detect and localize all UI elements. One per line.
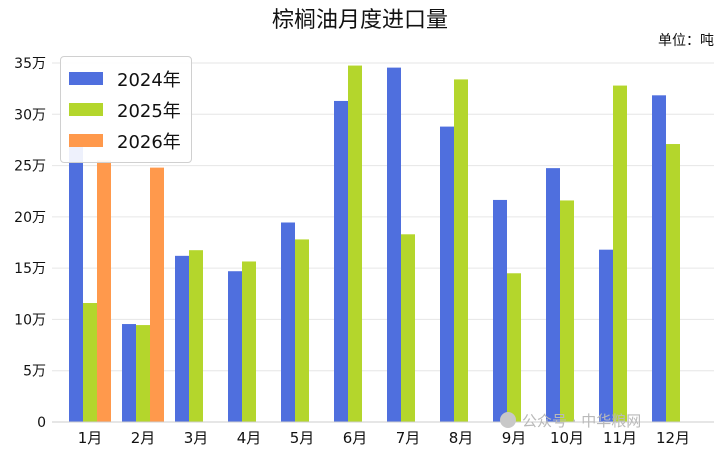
legend-label: 2026年 (117, 131, 181, 153)
bar (666, 144, 680, 422)
x-tick-label: 9月 (502, 429, 527, 447)
bar (546, 168, 560, 422)
bar (348, 65, 362, 423)
y-tick-label: 5万 (23, 364, 46, 380)
legend-label: 2024年 (117, 69, 181, 91)
x-tick-label: 8月 (449, 429, 474, 447)
bar (334, 100, 348, 423)
bar (507, 273, 521, 422)
legend-item: 2026年 (69, 125, 181, 156)
bars (69, 65, 680, 423)
x-tick-label: 4月 (237, 429, 262, 447)
bar (387, 67, 401, 422)
bar (401, 234, 415, 422)
x-tick-label: 12月 (656, 429, 690, 447)
y-tick-label: 10万 (14, 312, 46, 328)
bar (652, 95, 666, 422)
legend-swatch (69, 134, 103, 147)
x-tick-label: 2月 (131, 429, 156, 447)
bar (69, 134, 83, 423)
bar (228, 271, 242, 422)
bar (150, 167, 164, 422)
x-tick-label: 1月 (78, 429, 103, 447)
bar (242, 261, 256, 422)
axes: 0 5万 10万 15万 20万 25万 30万 35万 1月 2月 3月 4月 5月 6月 7月 8月 9月 1… (14, 56, 714, 447)
y-tick-label: 20万 (14, 210, 46, 226)
unit-label: 单位：吨 (658, 33, 714, 49)
wechat-icon (500, 412, 516, 428)
bar (136, 325, 150, 422)
x-tick-label: 5月 (290, 429, 315, 447)
bar (613, 85, 627, 423)
legend-item: 2025年 (69, 94, 181, 125)
chart-title: 棕榈油月度进口量 (271, 8, 448, 33)
bar (599, 249, 613, 422)
legend-item: 2024年 (69, 63, 181, 94)
x-tick-label: 3月 (184, 429, 209, 447)
y-tick-label: 0 (37, 415, 46, 431)
y-tick-label: 30万 (14, 107, 46, 123)
x-tick-label: 7月 (396, 429, 421, 447)
bar (493, 199, 507, 422)
x-tick-label: 10月 (550, 429, 584, 447)
y-tick-label: 25万 (14, 159, 46, 175)
x-tick-label: 11月 (603, 429, 637, 447)
legend-swatch (69, 72, 103, 85)
watermark: 公众号 · 中华粮网 (500, 410, 641, 431)
x-tick-label: 6月 (343, 429, 368, 447)
bar (83, 303, 97, 422)
bar (295, 239, 309, 422)
bar (454, 79, 468, 422)
y-tick-label: 35万 (14, 56, 46, 72)
bar (97, 160, 111, 422)
legend-label: 2025年 (117, 100, 181, 122)
bar (175, 255, 189, 422)
bar (189, 250, 203, 422)
legend: 2024年 2025年 2026年 (60, 56, 192, 163)
bar (560, 200, 574, 422)
watermark-text: 公众号 · 中华粮网 (522, 412, 642, 430)
y-tick-label: 15万 (14, 261, 46, 277)
legend-swatch (69, 103, 103, 116)
bar (440, 126, 454, 422)
bar (122, 324, 136, 422)
bar (281, 222, 295, 422)
